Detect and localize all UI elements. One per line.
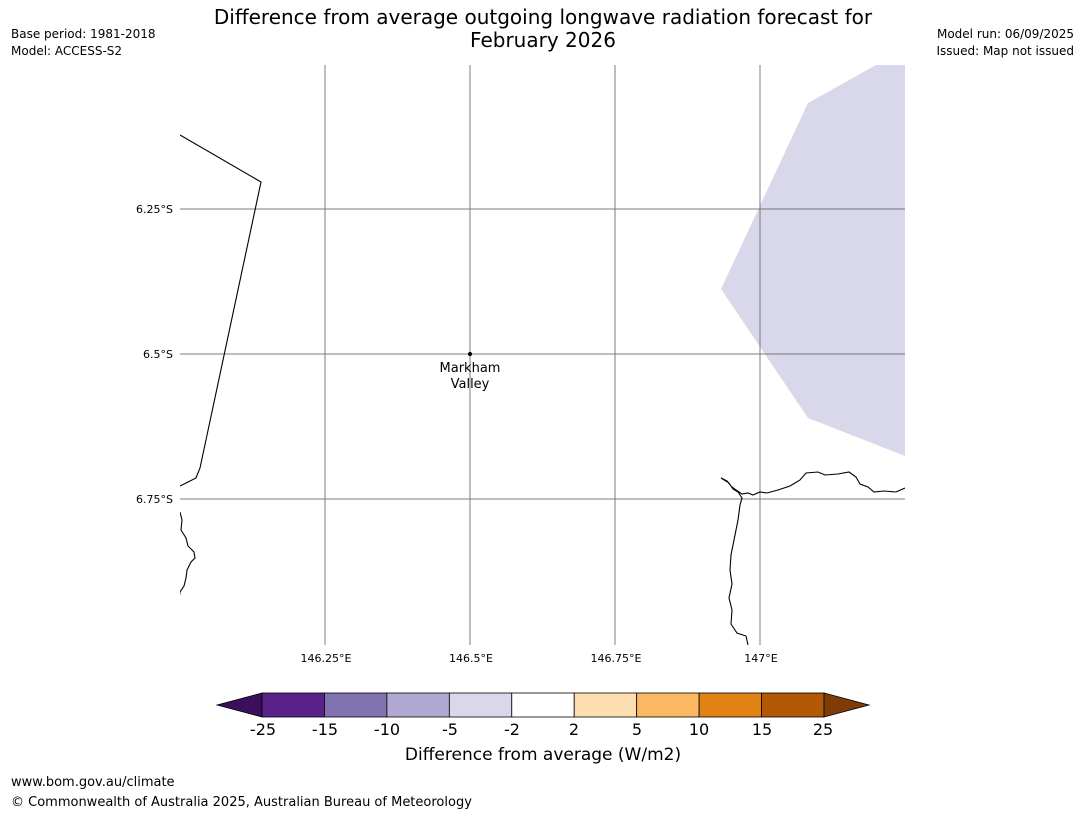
longitude-labels: 146.25°E 146.5°E 146.75°E 147°E [301,652,778,665]
colorbar-segment [636,692,700,718]
footer-copyright: © Commonwealth of Australia 2025, Austra… [11,795,472,810]
map-title: Difference from average outgoing longwav… [143,6,943,52]
lon-label-146-75: 146.75°E [591,652,642,665]
colorbar-segment [448,692,513,718]
colorbar-label: 2 [568,720,580,739]
footer-url[interactable]: www.bom.gov.au/climate [11,775,175,790]
lon-label-147: 147°E [744,652,777,665]
colorbar-label: -2 [504,720,520,739]
coastlines [180,134,905,645]
colorbar-label: -5 [442,720,458,739]
map-title-line2: February 2026 [470,28,616,52]
colorbar-label: -10 [373,720,401,739]
issued-status: Issued: Map not issued [936,44,1074,58]
colorbar-label: -15 [311,720,339,739]
model-run: Model run: 06/09/2025 [936,27,1074,41]
lat-label-6-75: 6.75°S [136,493,173,506]
colorbar-segment [386,692,450,718]
colorbar [215,692,871,718]
colorbar-segment [573,692,638,718]
colorbar-extend-low [215,692,263,718]
base-period: Base period: 1981-2018 [11,27,156,41]
anomaly-region [721,65,905,456]
colorbar-segment [324,692,388,718]
colorbar-label: 25 [812,720,834,739]
colorbar-label: 10 [688,720,710,739]
lon-label-146-5: 146.5°E [449,652,493,665]
lat-label-6-25: 6.25°S [136,203,173,216]
province-border [180,134,262,487]
colorbar-segment [698,692,762,718]
latitude-labels: 6.25°S 6.5°S 6.75°S [136,203,173,506]
model-name: Model: ACCESS-S2 [11,44,123,58]
place-name-line1: Markham [440,361,501,376]
colorbar-segment [761,692,825,718]
colorbar-label: -25 [249,720,277,739]
map-title-line1: Difference from average outgoing longwav… [213,5,873,29]
colorbar-label: 15 [751,720,773,739]
colorbar-segment [261,692,325,718]
colorbar-extend-high [823,692,871,718]
metadata-right: Model run: 06/09/2025 Issued: Map not is… [936,26,1074,60]
lat-label-6-5: 6.5°S [143,348,173,361]
place-name-line2: Valley [451,377,490,392]
coastline-huon-gulf [720,471,905,645]
gridlines [180,65,905,645]
place-label: Markham Valley [440,361,501,392]
colorbar-label: 5 [631,720,643,739]
markham-valley-marker [468,352,472,356]
coastline-west [180,511,196,597]
metadata-left: Base period: 1981-2018 Model: ACCESS-S2 [11,26,156,60]
colorbar-segment [511,692,575,718]
colorbar-title: Difference from average (W/m2) [404,745,682,765]
lon-label-146-25: 146.25°E [301,652,352,665]
